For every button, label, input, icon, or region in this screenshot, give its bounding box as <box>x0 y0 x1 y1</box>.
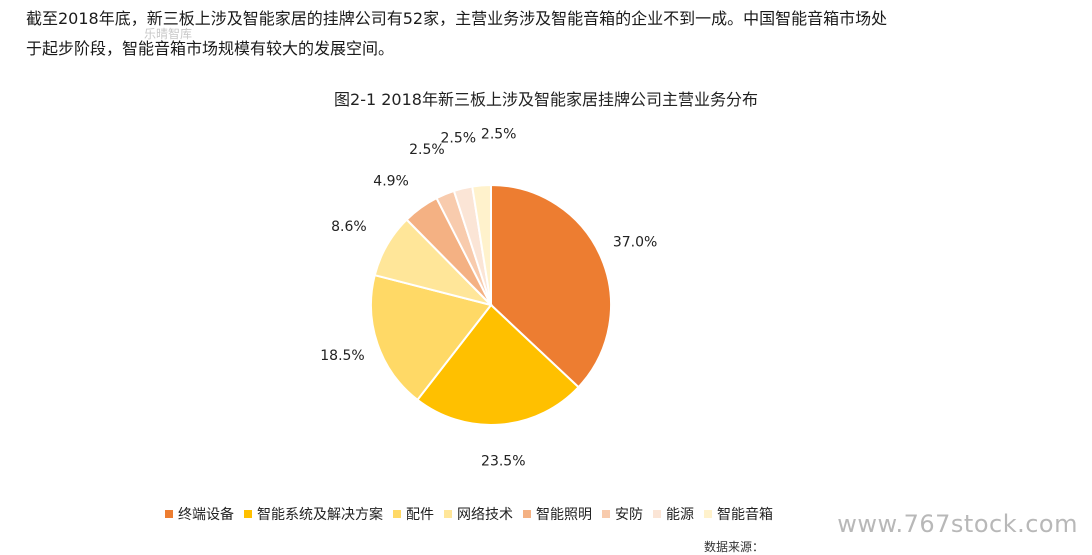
legend-swatch <box>704 510 712 518</box>
data-label-8: 2.5% <box>481 127 517 143</box>
legend-item-7: 能源 <box>653 504 694 524</box>
data-label-3: 18.5% <box>320 348 364 364</box>
legend-swatch <box>393 510 401 518</box>
legend-swatch <box>244 510 252 518</box>
legend-item-2: 智能系统及解决方案 <box>244 504 383 524</box>
legend-item-4: 网络技术 <box>444 504 513 524</box>
pie-slice-1 <box>490 183 613 389</box>
legend-label: 智能音箱 <box>717 507 773 523</box>
legend-item-6: 安防 <box>602 504 643 524</box>
legend-label: 配件 <box>406 507 434 523</box>
chart-title: 图2-1 2018年新三板上涉及智能家居挂牌公司主营业务分布 <box>334 90 758 109</box>
paragraph-line-1: 截至2018年底，新三板上涉及智能家居的挂牌公司有52家，主营业务涉及智能音箱的… <box>26 9 888 28</box>
watermark-site: www.767stock.com <box>837 510 1078 538</box>
data-label-2: 23.5% <box>481 454 525 470</box>
watermark-small: 乐晴智库 <box>144 27 193 41</box>
data-label-6: 2.5% <box>409 142 445 158</box>
chart-legend: 终端设备 智能系统及解决方案 配件 网络技术 智能照明 安防 能源 智能音箱 <box>165 503 783 525</box>
legend-label: 智能系统及解决方案 <box>257 507 383 523</box>
legend-swatch <box>444 510 452 518</box>
data-label-5: 4.9% <box>373 174 409 190</box>
legend-label: 智能照明 <box>536 507 592 523</box>
legend-item-3: 配件 <box>393 504 434 524</box>
legend-swatch <box>602 510 610 518</box>
legend-swatch <box>653 510 661 518</box>
data-label-7: 2.5% <box>441 130 477 146</box>
legend-item-8: 智能音箱 <box>704 504 773 524</box>
pie-slice-8 <box>471 183 492 306</box>
legend-swatch <box>523 510 531 518</box>
intro-paragraph: 截至2018年底，新三板上涉及智能家居的挂牌公司有52家，主营业务涉及智能音箱的… <box>26 4 1066 64</box>
data-label-1: 37.0% <box>613 235 657 251</box>
legend-label: 能源 <box>666 507 694 523</box>
legend-item-1: 终端设备 <box>165 504 234 524</box>
legend-swatch <box>165 510 173 518</box>
data-label-4: 8.6% <box>331 219 367 235</box>
legend-label: 安防 <box>615 507 643 523</box>
pie-slice-2 <box>416 303 580 427</box>
pie-slice-3 <box>370 273 493 402</box>
legend-item-5: 智能照明 <box>523 504 592 524</box>
legend-label: 终端设备 <box>178 507 234 523</box>
paragraph-line-2: 于起步阶段，智能音箱市场规模有较大的发展空间。 <box>26 39 395 58</box>
legend-label: 网络技术 <box>457 507 513 523</box>
